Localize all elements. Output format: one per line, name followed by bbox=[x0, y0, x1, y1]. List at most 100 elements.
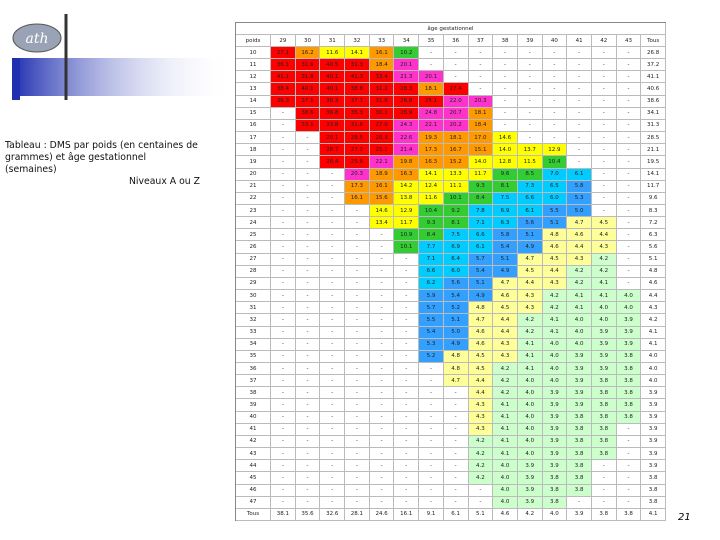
table-cell: 17.0 bbox=[468, 132, 494, 145]
table-cell: 4.3 bbox=[468, 399, 494, 412]
table-cell: - bbox=[271, 119, 296, 133]
table-cell: - bbox=[591, 496, 617, 509]
table-cell: 41.1 bbox=[641, 71, 666, 84]
table-cell: 17.3 bbox=[419, 144, 444, 157]
table-cell: 4.5 bbox=[493, 302, 518, 315]
table-cell: 3.8 bbox=[641, 496, 666, 509]
table-cell: - bbox=[345, 229, 370, 242]
table-cell: 8.5 bbox=[517, 168, 543, 181]
table-cell: - bbox=[271, 338, 296, 351]
table-cell: 14.1 bbox=[419, 168, 444, 181]
table-cell: 38.1 bbox=[271, 508, 296, 521]
table-cell: 5.9 bbox=[419, 290, 444, 303]
table-cell: 4.9 bbox=[517, 241, 543, 254]
table-cell: 3.9 bbox=[517, 484, 543, 497]
table-cell: - bbox=[394, 277, 420, 291]
table-cell: 4.2 bbox=[567, 277, 592, 291]
column-header: 42 bbox=[591, 35, 617, 47]
table-cell: 4.0 bbox=[591, 302, 617, 315]
table-cell: 3.8 bbox=[616, 375, 642, 388]
table-cell: 3.8 bbox=[567, 435, 592, 449]
table-cell: - bbox=[345, 253, 370, 266]
table-cell: 35.6 bbox=[295, 508, 321, 521]
table-cell: 4.1 bbox=[493, 448, 518, 461]
table-cell: 4.2 bbox=[542, 290, 568, 303]
table-cell: 4.6 bbox=[493, 290, 518, 303]
table-cell: 4.1 bbox=[641, 508, 666, 521]
row-header: 46 bbox=[236, 484, 271, 497]
banner bbox=[12, 58, 232, 96]
table-cell: 35.3 bbox=[345, 107, 370, 120]
table-cell: - bbox=[345, 375, 370, 388]
table-cell: 6.5 bbox=[542, 180, 568, 193]
row-header: 38 bbox=[236, 387, 271, 400]
table-cell: 6.0 bbox=[443, 265, 469, 278]
table-cell: - bbox=[517, 107, 543, 120]
table-cell: - bbox=[616, 241, 642, 254]
column-header: 40 bbox=[542, 35, 568, 47]
table-cell: 7.5 bbox=[493, 192, 518, 205]
table-cell: 4.0 bbox=[616, 290, 642, 303]
table-cell: - bbox=[616, 205, 642, 218]
table-cell: 4.3 bbox=[493, 350, 518, 363]
table-cell: - bbox=[591, 47, 617, 60]
table-cell: 4.0 bbox=[641, 350, 666, 363]
table-cell: - bbox=[616, 277, 642, 291]
table-cell: - bbox=[345, 448, 370, 461]
table-cell: 7.1 bbox=[468, 217, 494, 230]
table-cell: 4.0 bbox=[641, 375, 666, 388]
table-cell: - bbox=[493, 95, 518, 108]
table-cell: - bbox=[369, 338, 395, 351]
table-cell: 40.1 bbox=[320, 83, 346, 96]
table-cell: - bbox=[345, 423, 370, 436]
table-cell: 3.9 bbox=[591, 350, 617, 363]
table-cell: 17.3 bbox=[345, 180, 370, 193]
table-cell: 3.8 bbox=[616, 399, 642, 412]
table-cell: - bbox=[295, 156, 321, 169]
table-cell: - bbox=[320, 399, 346, 412]
table-cell: - bbox=[591, 83, 617, 96]
table-cell: - bbox=[591, 472, 617, 485]
table-cell: 3.8 bbox=[591, 411, 617, 424]
table-cell: 5.7 bbox=[468, 253, 494, 266]
table-cell: - bbox=[616, 435, 642, 449]
column-header: 36 bbox=[443, 35, 469, 47]
table-cell: - bbox=[345, 302, 370, 315]
table-cell: - bbox=[419, 472, 444, 485]
table-cell: 27.4 bbox=[443, 83, 469, 96]
table-cell: 21.4 bbox=[394, 144, 420, 157]
table-cell: - bbox=[271, 460, 296, 473]
table-cell: 38.8 bbox=[345, 83, 370, 96]
table-cell: 25.6 bbox=[345, 156, 370, 169]
table-cell: - bbox=[295, 241, 321, 254]
table-cell: 3.8 bbox=[591, 399, 617, 412]
row-header: 40 bbox=[236, 411, 271, 424]
table-cell: - bbox=[271, 302, 296, 315]
table-cell: - bbox=[591, 107, 617, 120]
table-cell: - bbox=[419, 496, 444, 509]
table-cell: - bbox=[468, 71, 494, 84]
row-header: 11 bbox=[236, 59, 271, 72]
table-cell: 20.2 bbox=[443, 119, 469, 133]
row-header: 31 bbox=[236, 302, 271, 315]
table-cell: 40.1 bbox=[320, 71, 346, 84]
table-cell: 4.1 bbox=[567, 302, 592, 315]
table-cell: 4.2 bbox=[493, 363, 518, 376]
table-cell: 3.8 bbox=[542, 472, 568, 485]
table-cell: 14.0 bbox=[468, 156, 494, 169]
table-cell: 4.3 bbox=[517, 302, 543, 315]
table-cell: 10.1 bbox=[443, 192, 469, 205]
table-cell: 3.9 bbox=[591, 338, 617, 351]
table-cell: 26.3 bbox=[369, 132, 395, 145]
table-cell: 5.6 bbox=[641, 241, 666, 254]
table-cell: - bbox=[542, 47, 568, 60]
logo-shape bbox=[12, 23, 62, 53]
table-cell: - bbox=[567, 132, 592, 145]
table-cell: - bbox=[443, 496, 469, 509]
table-cell: 5.6 bbox=[517, 217, 543, 230]
table-cell: - bbox=[271, 326, 296, 339]
table-cell: - bbox=[295, 217, 321, 230]
table-cell: - bbox=[542, 119, 568, 133]
table-cell: - bbox=[271, 156, 296, 169]
table-cell: - bbox=[443, 47, 469, 60]
